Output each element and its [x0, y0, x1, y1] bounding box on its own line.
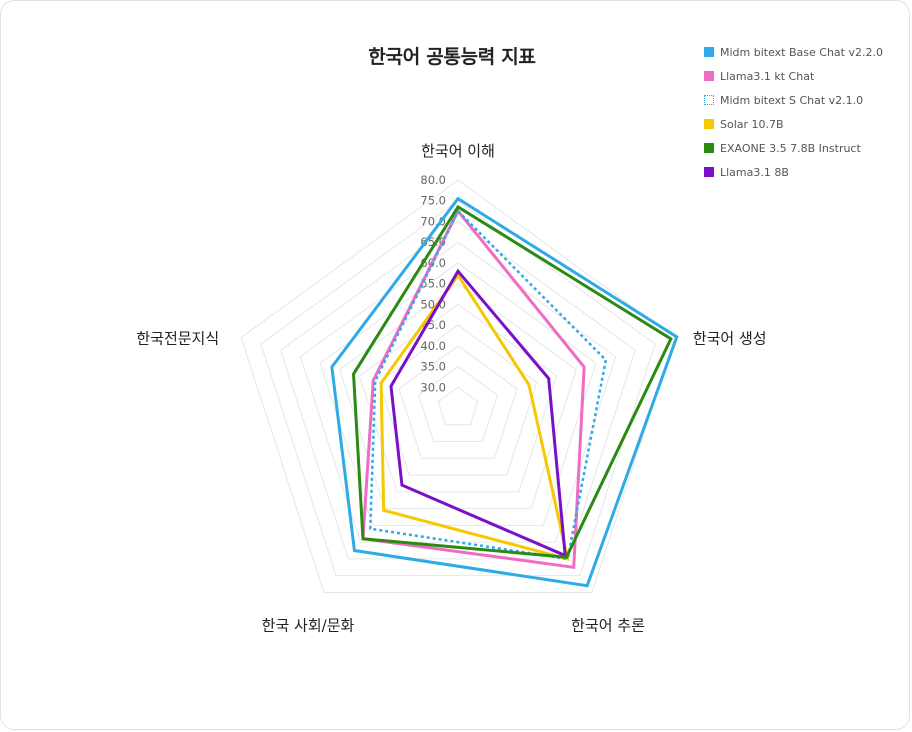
- legend-label: Llama3.1 8B: [720, 165, 789, 179]
- chart-title: 한국어 공통능력 지표: [368, 46, 536, 68]
- tick-label: 55.0: [420, 277, 446, 291]
- series-line: [361, 208, 586, 570]
- tick-label: 80.0: [420, 173, 446, 187]
- legend-swatch: [704, 143, 714, 153]
- legend-item[interactable]: Midm bitext Base Chat v2.2.0: [704, 40, 883, 64]
- series-line: [351, 204, 673, 559]
- grid-ring: [437, 386, 479, 426]
- legend-item[interactable]: Midm bitext S Chat v2.1.0: [704, 88, 883, 112]
- legend-label: Midm bitext S Chat v2.1.0: [720, 93, 864, 107]
- legend-swatch: [704, 71, 714, 81]
- legend-swatch: [704, 167, 714, 177]
- legend-swatch: [704, 119, 714, 129]
- legend-label: Llama3.1 kt Chat: [720, 69, 815, 83]
- radar-series: [330, 196, 679, 588]
- legend-item[interactable]: Solar 10.7B: [704, 112, 883, 136]
- legend-label: Midm bitext Base Chat v2.2.0: [720, 45, 883, 59]
- grid-ring: [398, 345, 518, 459]
- grid-ring: [417, 365, 499, 443]
- legend-swatch: [704, 47, 714, 57]
- legend-item[interactable]: Llama3.1 kt Chat: [704, 64, 883, 88]
- grid-ring: [319, 262, 597, 526]
- legend-label: EXAONE 3.5 7.8B Instruct: [720, 141, 861, 155]
- axis-label: 한국어 이해: [421, 142, 495, 160]
- legend-item[interactable]: EXAONE 3.5 7.8B Instruct: [704, 136, 883, 160]
- legend-swatch: [704, 95, 714, 105]
- series-line: [330, 196, 679, 588]
- radar-tick-labels: 30.035.040.045.050.055.060.065.070.075.0…: [420, 173, 446, 394]
- legend-label: Solar 10.7B: [720, 117, 784, 131]
- series-line: [389, 268, 567, 558]
- axis-label: 한국어 추론: [571, 616, 645, 634]
- grid-ring: [378, 324, 538, 476]
- tick-label: 35.0: [420, 360, 446, 374]
- axis-label: 한국어 생성: [693, 330, 767, 348]
- grid-ring: [358, 303, 558, 493]
- series-line: [368, 208, 608, 561]
- tick-label: 30.0: [420, 380, 446, 394]
- legend-item[interactable]: Llama3.1 8B: [704, 160, 883, 184]
- axis-label: 한국 사회/문화: [262, 616, 355, 634]
- tick-label: 40.0: [420, 339, 446, 353]
- axis-label: 한국전문지식: [136, 330, 219, 348]
- grid-ring: [279, 220, 637, 560]
- grid-ring: [260, 200, 656, 577]
- tick-label: 75.0: [420, 194, 446, 208]
- chart-legend: Midm bitext Base Chat v2.2.0 Llama3.1 kt …: [704, 40, 883, 184]
- series-line: [379, 272, 570, 561]
